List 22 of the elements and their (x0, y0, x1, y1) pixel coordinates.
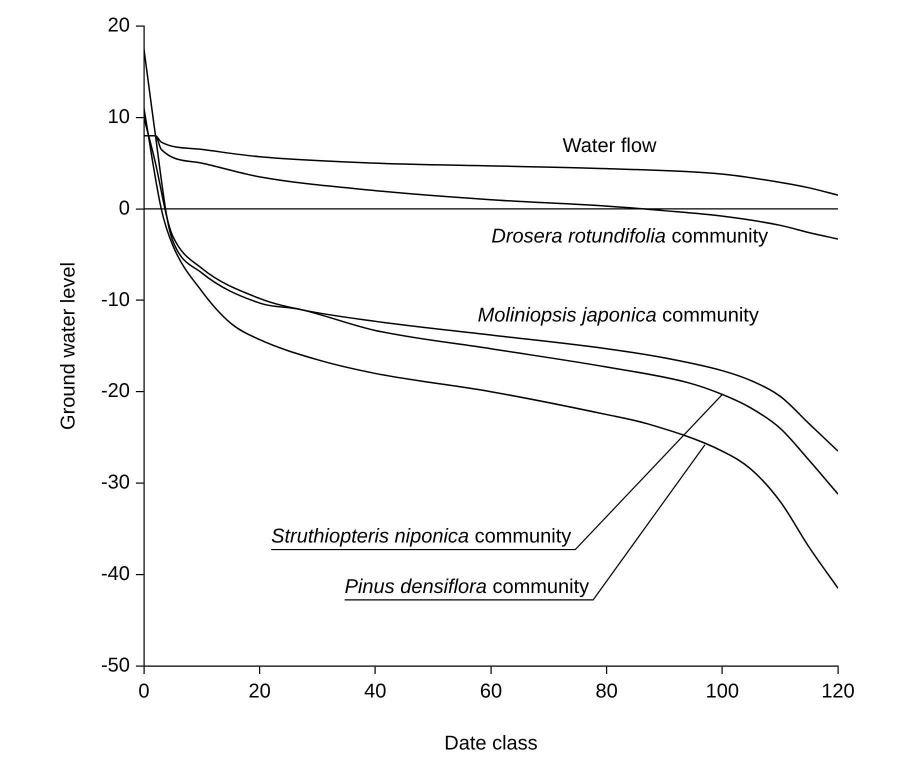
y-tick-label: 10 (108, 106, 130, 128)
y-tick-label: 20 (108, 14, 130, 37)
y-axis-title: Ground water level (58, 262, 80, 430)
y-tick-label: -10 (101, 288, 130, 311)
series-label: Water flow (562, 135, 657, 158)
x-axis-title: Date class (444, 732, 538, 755)
series-label: Drosera rotundifolia community (491, 226, 768, 248)
x-tick-label: 0 (138, 680, 150, 703)
x-tick-label: 120 (821, 680, 855, 703)
x-tick-label: 100 (706, 680, 740, 703)
y-tick-label: -40 (101, 563, 130, 586)
series-label: Moliniopsis japonica community (478, 304, 759, 326)
x-tick-label: 40 (364, 680, 386, 703)
text: Struthiopteris niponica community (271, 526, 572, 548)
text: Pinus densiflora community (344, 576, 590, 598)
y-tick-label: -30 (101, 472, 130, 494)
x-tick-label: 60 (480, 680, 502, 703)
x-tick-label: 20 (248, 680, 271, 703)
y-tick-label: -20 (101, 380, 130, 402)
x-tick-label: 80 (596, 680, 618, 703)
y-tick-label: 0 (118, 197, 130, 220)
y-tick-label: -50 (101, 654, 130, 677)
